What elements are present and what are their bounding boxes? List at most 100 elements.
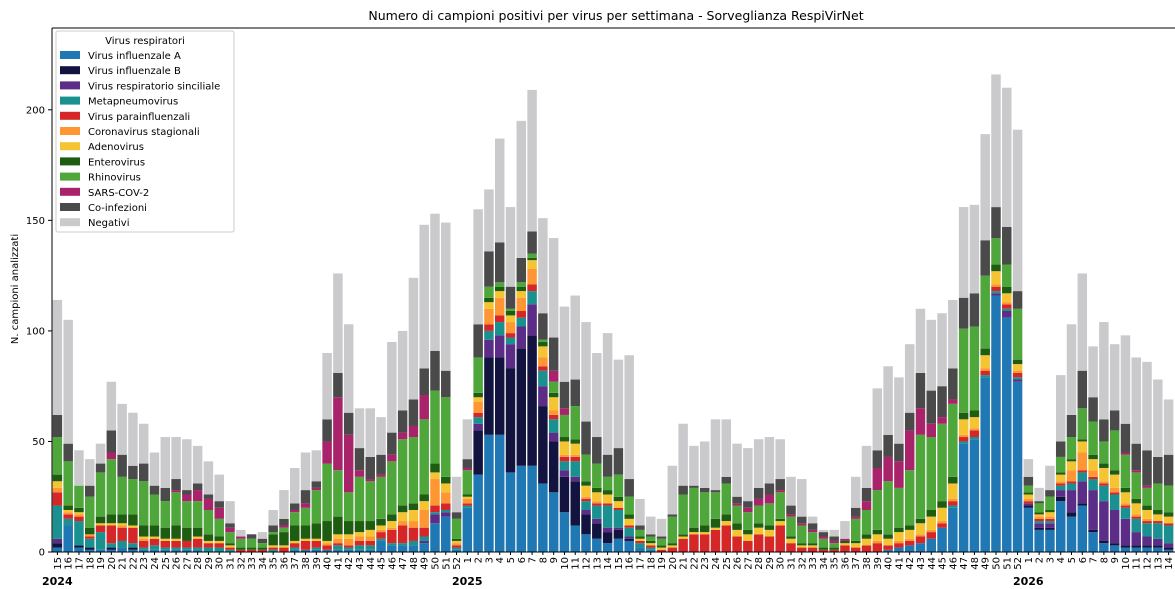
y-tick-label: 150: [26, 216, 45, 227]
bar-segment: [1131, 503, 1141, 515]
bar-segment: [462, 498, 473, 504]
legend-title: Virus respiratori: [105, 36, 185, 47]
bar-segment: [1120, 492, 1131, 504]
bar-segment: [138, 463, 149, 482]
bar-segment: [1088, 346, 1098, 398]
bar-segment: [829, 536, 839, 541]
bar-segment: [904, 545, 915, 552]
bar-segment: [279, 525, 289, 528]
bar-segment: [505, 337, 516, 345]
bar-segment: [1109, 410, 1120, 431]
bar-segment: [1077, 472, 1088, 482]
bar-segment: [581, 509, 591, 515]
bar-segment: [667, 543, 678, 546]
x-tick-label: 45: [938, 557, 949, 570]
x-tick-label: 28: [193, 557, 204, 570]
bar-segment: [52, 414, 63, 438]
bar-segment: [138, 538, 149, 541]
bar-segment: [958, 443, 969, 552]
bar-segment: [904, 470, 915, 526]
bar-segment: [138, 547, 149, 550]
bar-segment: [937, 313, 947, 387]
bar-segment: [106, 549, 117, 552]
x-tick-label: 14: [603, 557, 614, 570]
x-tick-label: 26: [172, 557, 183, 570]
bar-segment: [592, 437, 602, 464]
x-tick-label: 41: [894, 557, 905, 570]
x-tick-label: 27: [182, 557, 193, 570]
bar-segment: [689, 534, 699, 552]
bar-segment: [710, 490, 721, 493]
bar-segment: [300, 490, 311, 504]
bar-segment: [138, 423, 149, 464]
bar-segment: [980, 355, 990, 369]
x-tick-label: 18: [85, 557, 96, 570]
x-tick-label: 33: [808, 557, 819, 570]
bar-segment: [365, 456, 375, 480]
bar-segment: [743, 501, 753, 508]
bar-segment: [548, 419, 559, 433]
bar-segment: [721, 521, 732, 526]
legend-label: Virus respiratorio sinciliale: [88, 81, 220, 92]
bar-segment: [63, 443, 73, 462]
bar-segment: [548, 370, 559, 382]
bar-segment: [117, 523, 127, 526]
bar-segment: [300, 540, 311, 550]
bar-segment: [343, 492, 354, 522]
bar-segment: [473, 392, 483, 398]
bar-segment: [764, 536, 775, 552]
bar-segment: [1045, 516, 1055, 519]
bar-segment: [52, 437, 63, 475]
bar-segment: [322, 521, 332, 541]
bar-segment: [430, 514, 440, 524]
bar-segment: [1142, 545, 1152, 548]
bar-segment: [710, 492, 721, 519]
bar-segment: [160, 487, 171, 502]
x-tick-label: 39: [312, 557, 323, 570]
x-tick-label: 48: [409, 557, 420, 570]
bar-segment: [484, 324, 494, 331]
bar-segment: [484, 330, 494, 340]
bar-segment: [1099, 463, 1109, 468]
bar-segment: [462, 467, 473, 471]
bar-segment: [548, 238, 559, 338]
bar-segment: [257, 549, 268, 552]
bar-segment: [419, 543, 429, 552]
bar-segment: [203, 498, 214, 510]
bar-segment: [52, 299, 63, 415]
x-tick-label: 11: [571, 557, 582, 570]
x-tick-label: 34: [258, 557, 269, 570]
bar-segment: [484, 251, 494, 287]
bar-segment: [915, 308, 926, 373]
bar-segment: [1023, 498, 1034, 502]
bar-segment: [548, 492, 559, 552]
bar-segment: [538, 406, 548, 484]
bar-segment: [894, 543, 904, 548]
x-tick-label: 14: [1164, 557, 1175, 570]
bar-segment: [1142, 523, 1152, 537]
bar-segment: [1109, 487, 1120, 493]
bar-segment: [926, 532, 936, 539]
bar-segment: [624, 540, 634, 552]
bar-segment: [1034, 512, 1044, 515]
bar-segment: [613, 529, 624, 539]
bar-segment: [948, 368, 958, 400]
bar-segment: [1131, 516, 1141, 519]
bar-segment: [570, 461, 580, 477]
bar-segment: [505, 286, 516, 309]
bar-segment: [85, 485, 95, 497]
bar-segment: [1120, 547, 1131, 552]
bar-segment: [192, 547, 203, 550]
bar-segment: [699, 534, 710, 552]
bar-segment: [95, 463, 106, 473]
bar-segment: [333, 273, 343, 373]
bar-segment: [322, 543, 332, 546]
bar-segment: [408, 509, 419, 522]
bar-segment: [559, 441, 570, 455]
bar-segment: [322, 463, 332, 522]
bar-segment: [732, 536, 742, 552]
bar-segment: [786, 536, 796, 539]
bar-segment: [894, 540, 904, 544]
bar-segment: [419, 368, 429, 396]
bar-segment: [1034, 514, 1044, 517]
